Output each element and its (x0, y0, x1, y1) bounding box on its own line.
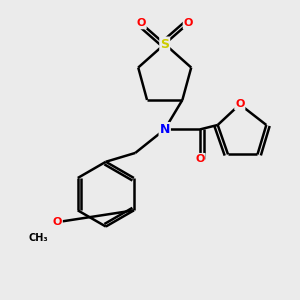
Text: O: O (184, 18, 193, 28)
Text: S: S (160, 38, 169, 50)
Text: N: N (160, 123, 170, 136)
Text: O: O (235, 99, 244, 110)
Text: O: O (195, 154, 205, 164)
Text: CH₃: CH₃ (28, 233, 48, 243)
Text: O: O (136, 18, 146, 28)
Text: O: O (52, 217, 62, 227)
